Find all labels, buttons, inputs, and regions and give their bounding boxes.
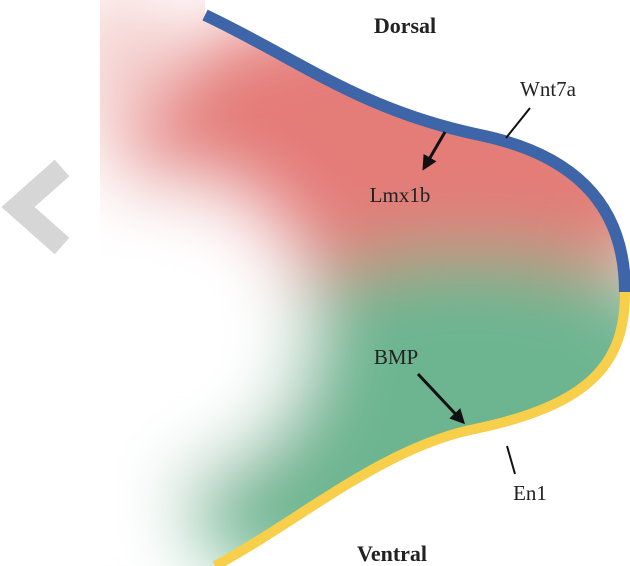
limb-diagram: Dorsal Wnt7a Lmx1b BMP En1 Ventral xyxy=(0,0,630,566)
wnt7a-label: Wnt7a xyxy=(520,77,577,101)
back-chevron xyxy=(18,168,62,246)
ventral-label: Ventral xyxy=(357,541,427,566)
dorsal-label: Dorsal xyxy=(374,13,436,38)
en1-label: En1 xyxy=(513,481,547,505)
en1-leader xyxy=(507,446,515,474)
lmx1b-label: Lmx1b xyxy=(370,183,431,207)
wnt7a-leader xyxy=(506,108,530,138)
bmp-label: BMP xyxy=(374,345,418,369)
page: Dorsal Wnt7a Lmx1b BMP En1 Ventral (() =… xyxy=(0,0,630,566)
